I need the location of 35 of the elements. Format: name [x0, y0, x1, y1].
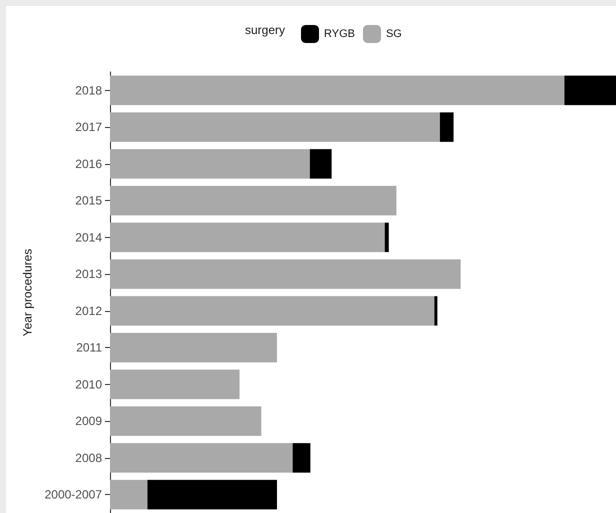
- bar: [110, 149, 310, 179]
- y-tick-label: 2014: [75, 230, 102, 244]
- bar: [434, 296, 438, 326]
- y-tick-label: 2000-2007: [44, 488, 102, 502]
- y-axis-title: Year procedures: [20, 248, 35, 336]
- y-tick-label: 2011: [76, 340, 102, 355]
- bar: [110, 406, 262, 436]
- y-tick-label: 2010: [75, 377, 102, 392]
- bar: [384, 222, 389, 252]
- bar: [292, 443, 310, 473]
- y-tick-label: 2015: [75, 194, 102, 208]
- bar: [110, 76, 564, 106]
- bar: [110, 332, 277, 362]
- y-tick-label: 2018: [75, 83, 102, 98]
- legend-title: surgery: [244, 23, 285, 37]
- bar: [110, 112, 440, 142]
- bar: [110, 480, 148, 510]
- bar: [110, 222, 385, 252]
- bar: [110, 370, 240, 400]
- y-tick-label: 2008: [75, 450, 102, 465]
- y-tick-label: 2012: [75, 304, 102, 318]
- bar: [110, 259, 461, 289]
- bar: [147, 480, 277, 510]
- y-tick-label: 2017: [75, 120, 102, 134]
- y-tick-label: 2013: [75, 267, 102, 282]
- bar: [110, 186, 396, 216]
- bar: [564, 76, 616, 106]
- y-tick-label: 2009: [75, 414, 102, 428]
- bar: [310, 149, 332, 179]
- bar: [110, 443, 293, 473]
- bar: [110, 296, 434, 326]
- legend-label: SG: [386, 28, 402, 40]
- legend-label: RYGB: [324, 28, 355, 40]
- y-tick-label: 2016: [75, 156, 102, 171]
- bar: [440, 112, 454, 142]
